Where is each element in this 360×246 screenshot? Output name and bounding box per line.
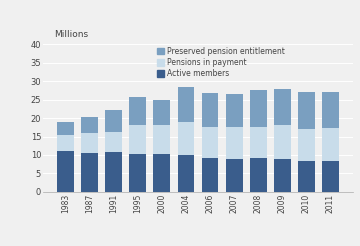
Bar xyxy=(153,100,170,125)
Bar xyxy=(130,125,146,154)
Bar xyxy=(298,160,315,192)
Bar xyxy=(130,97,146,125)
Bar xyxy=(274,89,291,125)
Bar xyxy=(250,158,266,192)
Bar xyxy=(81,133,98,153)
Bar xyxy=(274,125,291,159)
Bar xyxy=(250,90,266,127)
Bar xyxy=(202,158,219,192)
Bar xyxy=(105,109,122,132)
Bar xyxy=(274,159,291,192)
Bar xyxy=(250,127,266,158)
Bar xyxy=(226,127,243,159)
Bar xyxy=(153,125,170,154)
Bar xyxy=(177,122,194,155)
Bar xyxy=(105,132,122,152)
Bar xyxy=(226,94,243,127)
Legend: Preserved pension entitlement, Pensions in payment, Active members: Preserved pension entitlement, Pensions … xyxy=(156,45,286,80)
Bar xyxy=(57,151,74,192)
Bar xyxy=(130,154,146,192)
Text: Millions: Millions xyxy=(54,30,88,39)
Bar xyxy=(226,159,243,192)
Bar xyxy=(202,93,219,126)
Bar xyxy=(81,153,98,192)
Bar xyxy=(322,92,339,128)
Bar xyxy=(81,117,98,133)
Bar xyxy=(177,155,194,192)
Bar xyxy=(298,129,315,160)
Bar xyxy=(57,122,74,135)
Bar xyxy=(322,161,339,192)
Bar xyxy=(298,92,315,129)
Bar xyxy=(177,87,194,122)
Bar xyxy=(105,152,122,192)
Bar xyxy=(202,126,219,158)
Bar xyxy=(57,135,74,151)
Bar xyxy=(153,154,170,192)
Bar xyxy=(322,128,339,161)
